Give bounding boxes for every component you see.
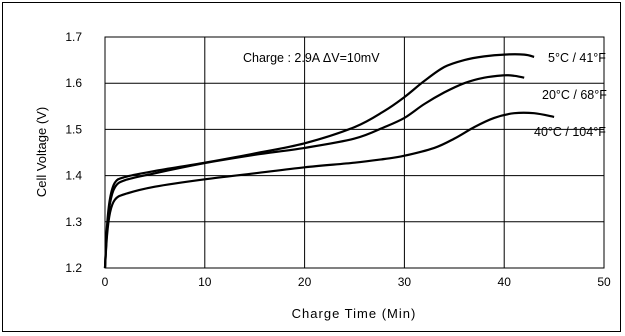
- y-tick-label: 1.7: [65, 30, 82, 44]
- tick-labels: 0 10 20 30 40 50 1.2 1.3 1.4 1.5 1.6 1.7: [65, 30, 611, 289]
- y-tick-label: 1.4: [65, 169, 82, 183]
- x-tick-label: 50: [597, 275, 611, 289]
- y-tick-label: 1.3: [65, 215, 82, 229]
- x-tick-label: 10: [198, 275, 212, 289]
- series-line-5c: [103, 53, 535, 269]
- x-tick-label: 0: [102, 275, 109, 289]
- y-tick-label: 1.2: [65, 261, 82, 275]
- series-line-40c: [103, 111, 555, 269]
- series-line-20c: [103, 74, 525, 269]
- series-lines: [103, 53, 555, 269]
- series-label-5c: 5°C / 41°F: [548, 51, 606, 65]
- y-tick-label: 1.6: [65, 76, 82, 90]
- annotation-text: Charge : 2.9A ΔV=10mV: [243, 51, 380, 65]
- plot-area: [104, 36, 605, 269]
- x-tick-label: 20: [298, 275, 312, 289]
- y-axis-title: Cell Voltage (V): [34, 107, 49, 197]
- y-tick-label: 1.5: [65, 122, 82, 136]
- x-tick-label: 30: [398, 275, 412, 289]
- series-labels: 5°C / 41°F 20°C / 68°F 40°C / 104°F: [534, 51, 607, 139]
- x-axis-title: Charge Time (Min): [292, 306, 417, 321]
- x-tick-label: 40: [498, 275, 512, 289]
- series-label-20c: 20°C / 68°F: [542, 88, 607, 102]
- series-label-40c: 40°C / 104°F: [534, 125, 606, 139]
- grid-lines: [105, 37, 604, 268]
